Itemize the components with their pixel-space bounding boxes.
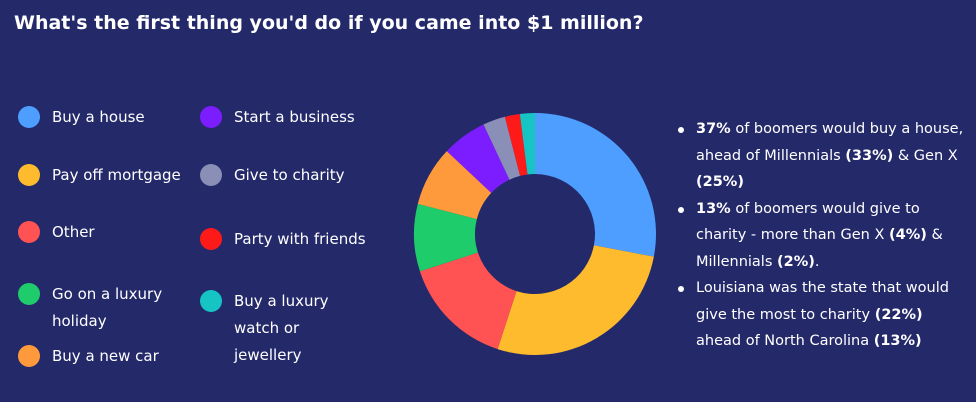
note-text: Louisiana was the state that would give …: [696, 280, 949, 323]
notes: 37% of boomers would buy a house, ahead …: [676, 116, 966, 355]
note-text: ahead of North Carolina: [696, 333, 874, 349]
note-text: (13%): [873, 333, 922, 349]
donut-slice: [419, 252, 517, 350]
legend-item: Buy a house: [18, 104, 187, 131]
legend-label: Other: [52, 223, 95, 241]
legend-item: Buy a new car: [18, 343, 187, 370]
legend-swatch: [200, 164, 222, 186]
donut-slice: [497, 245, 654, 355]
note-text: (25%): [696, 174, 744, 190]
legend-item: Go on a luxury holiday: [18, 281, 187, 335]
legend-item: Pay off mortgage: [18, 162, 187, 189]
legend-swatch: [200, 106, 222, 128]
legend-item: Give to charity: [200, 162, 369, 189]
legend-label: Buy a new car: [52, 347, 159, 365]
note-text: 13%: [696, 200, 731, 217]
legend-item: Buy a luxury watch or jewellery: [200, 288, 369, 369]
legend-swatch: [18, 345, 40, 367]
legend-swatch: [18, 106, 40, 128]
note: 13% of boomers would give to charity - m…: [676, 196, 966, 276]
legend-item: Party with friends: [200, 226, 369, 253]
legend-label: Buy a house: [52, 108, 145, 126]
donut-slice: [504, 113, 528, 176]
donut-slice: [483, 116, 521, 180]
legend-label: Go on a luxury holiday: [52, 285, 163, 330]
legend-label: Pay off mortgage: [52, 166, 181, 184]
note-text: (2%): [777, 253, 815, 270]
legend-swatch: [18, 221, 40, 243]
note: 37% of boomers would buy a house, ahead …: [676, 116, 966, 196]
note-text: (33%): [845, 147, 894, 164]
legend-item: Other: [18, 219, 187, 246]
note-text: & Gen X: [893, 147, 958, 164]
note-text: (4%): [888, 227, 927, 243]
note-text: 37%: [696, 121, 731, 137]
legend-label: Start a business: [234, 108, 355, 126]
legend-label: Party with friends: [234, 230, 366, 248]
legend-item: Start a business: [200, 104, 369, 131]
chart-title: What's the first thing you'd do if you c…: [14, 12, 644, 34]
note-text: .: [814, 253, 820, 270]
legend-swatch: [18, 283, 40, 305]
donut-slice: [446, 124, 510, 193]
note-text: of boomers would buy a house, ahead of M…: [696, 121, 964, 164]
legend-swatch: [200, 290, 222, 312]
legend-swatch: [18, 164, 40, 186]
donut-slice: [535, 113, 656, 257]
legend-swatch: [200, 228, 222, 250]
donut-slice: [417, 151, 492, 220]
note-text: of boomers would give to charity - more …: [696, 200, 920, 244]
donut-slice: [519, 113, 535, 175]
note-text: (22%): [874, 306, 923, 323]
donut-slice: [414, 203, 478, 272]
legend-label: Give to charity: [234, 166, 345, 184]
note-text: & Millennials: [696, 227, 943, 270]
note: Louisiana was the state that would give …: [676, 275, 966, 355]
legend-label: Buy a luxury watch or jewellery: [234, 292, 329, 364]
